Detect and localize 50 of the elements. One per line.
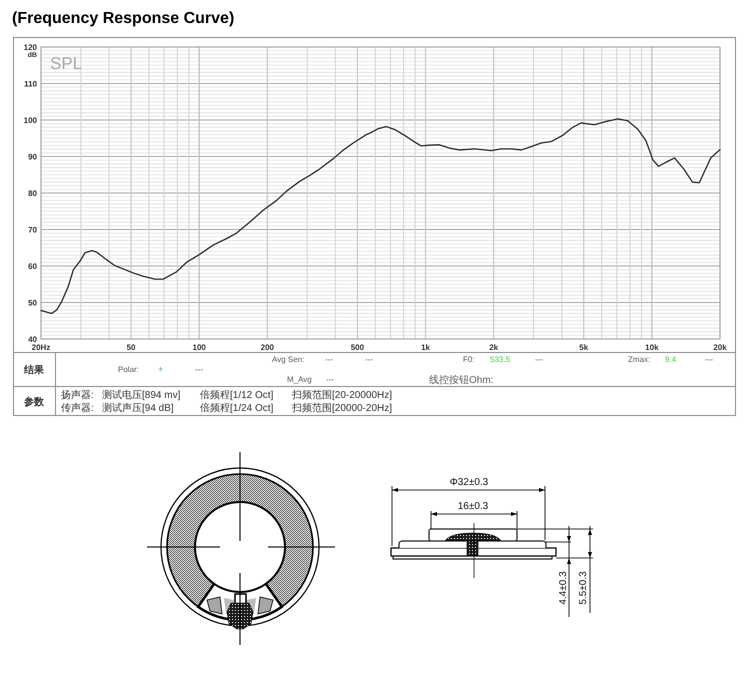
- x-tick-label: 1k: [421, 343, 431, 352]
- x-tick-label: 20Hz: [32, 343, 50, 352]
- text: 16±0.3: [458, 501, 489, 512]
- text: 测试电压[894 mv]: [102, 389, 181, 401]
- y-tick-label: 100: [24, 116, 38, 125]
- text: ---: [365, 355, 374, 364]
- x-tick-label: 50: [126, 343, 136, 352]
- text: 传声器:: [61, 402, 94, 414]
- text: M_Avg: [287, 375, 312, 384]
- text: ---: [705, 355, 714, 364]
- text: 9.4: [665, 355, 677, 364]
- x-tick-label: 500: [350, 343, 365, 352]
- text: ---: [326, 375, 334, 384]
- annotation: SPL: [50, 54, 82, 73]
- text: 参数: [23, 396, 45, 408]
- y-tick-label: 110: [24, 80, 38, 88]
- text: 5.5±0.3: [578, 570, 589, 605]
- y-tick-label: 70: [28, 226, 38, 234]
- x-tick-label: 100: [192, 343, 206, 352]
- y-tick-label: 40: [28, 335, 38, 344]
- y-tick-label: 120: [24, 43, 38, 52]
- y-tick-label: 90: [28, 152, 38, 162]
- text: Zmax:: [628, 355, 650, 364]
- text: 倍频程[1/24 Oct]: [200, 402, 274, 414]
- x-tick-label: 2k: [489, 343, 499, 352]
- text: 扫频范围[20000-20Hz]: [291, 402, 392, 414]
- y-tick-label: 80: [28, 189, 38, 198]
- y-tick-label: 60: [28, 262, 38, 271]
- text: +: [158, 364, 164, 374]
- text: ---: [535, 355, 544, 364]
- text: 线控按钮Ohm:: [429, 374, 494, 386]
- x-tick-label: 200: [260, 343, 275, 352]
- x-tick-label: 20k: [713, 343, 728, 352]
- text: 结果: [23, 364, 45, 376]
- text: 扬声器:: [61, 389, 94, 401]
- text: 倍频程[1/12 Oct]: [200, 389, 274, 401]
- text: Avg Sen:: [272, 355, 304, 364]
- text: 测试声压[94 dB]: [102, 402, 174, 414]
- chart-title: (Frequency Response Curve): [12, 10, 234, 27]
- text: Polar:: [118, 365, 139, 374]
- text: 4.4±0.3: [558, 570, 569, 605]
- text: 扫频范围[20-20000Hz]: [291, 389, 392, 401]
- text: Φ32±0.3: [450, 477, 489, 488]
- text: F0:: [463, 355, 475, 364]
- x-tick-label: 10k: [645, 343, 660, 352]
- y-tick-label: 50: [28, 298, 38, 308]
- text: ---: [325, 355, 334, 364]
- x-tick-label: 5k: [579, 343, 589, 352]
- text: 533.5: [490, 355, 511, 364]
- text: ---: [195, 365, 204, 374]
